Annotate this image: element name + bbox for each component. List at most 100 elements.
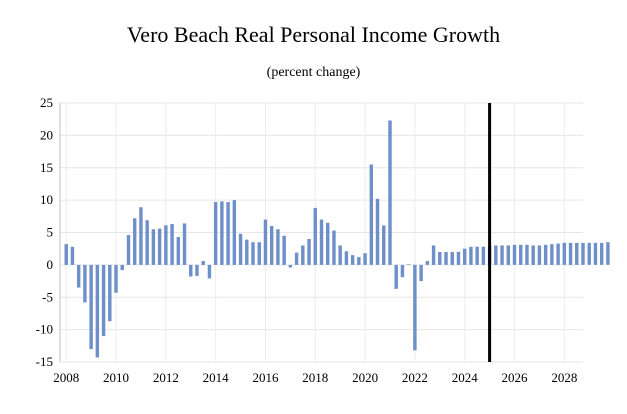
bar	[431, 245, 436, 265]
bar	[189, 264, 193, 277]
bar	[375, 198, 380, 265]
bar	[238, 233, 243, 265]
bar	[133, 218, 137, 265]
bar	[70, 246, 75, 265]
bar	[282, 235, 286, 265]
bar	[313, 207, 317, 265]
bar	[269, 226, 274, 265]
bar	[108, 264, 112, 322]
bar	[350, 255, 355, 265]
bar	[207, 264, 212, 279]
bar	[157, 228, 162, 265]
bar	[182, 223, 187, 265]
bar	[512, 244, 517, 265]
bar	[500, 245, 504, 265]
x-tick-label: 2018	[302, 370, 328, 385]
bar	[519, 244, 523, 265]
x-tick-label: 2014	[203, 370, 230, 385]
bar	[89, 264, 93, 350]
bar	[232, 200, 237, 265]
bar	[245, 239, 249, 265]
chart-subtitle: (percent change)	[266, 65, 361, 80]
x-tick-label: 2016	[252, 370, 279, 385]
y-tick-label: -5	[42, 289, 53, 304]
y-tick-label: 15	[40, 160, 53, 175]
bar	[568, 242, 573, 265]
bar	[537, 245, 542, 265]
chart-title: Vero Beach Real Personal Income Growth	[126, 22, 501, 47]
bar	[220, 201, 224, 265]
x-tick-label: 2008	[53, 370, 79, 385]
bar	[406, 264, 411, 265]
x-tick-label: 2022	[402, 370, 428, 385]
bar	[581, 242, 585, 265]
bar	[213, 202, 218, 265]
bar	[139, 207, 143, 265]
bar	[288, 264, 293, 268]
bar	[550, 244, 554, 265]
bar	[525, 244, 529, 265]
x-tick-label: 2026	[502, 370, 529, 385]
bar	[95, 264, 100, 358]
bar	[481, 246, 486, 265]
bar	[369, 164, 374, 265]
bar	[469, 246, 473, 265]
bar	[575, 242, 579, 265]
bar	[120, 264, 124, 271]
y-tick-label: 20	[40, 127, 53, 142]
bar	[151, 229, 156, 265]
bar	[83, 264, 87, 303]
bar	[251, 242, 255, 265]
bar	[195, 264, 199, 276]
bar	[338, 245, 342, 265]
y-tick-label: 5	[47, 225, 54, 240]
bar	[456, 251, 461, 265]
bar	[494, 245, 498, 265]
bar	[301, 245, 305, 265]
bar	[606, 242, 610, 265]
y-tick-label: 25	[40, 95, 53, 110]
bar	[307, 238, 311, 265]
bar	[64, 244, 68, 265]
bar	[145, 220, 149, 265]
bar	[382, 225, 386, 265]
bar	[599, 242, 604, 265]
bar	[425, 260, 430, 265]
bar	[444, 251, 448, 265]
bar	[201, 260, 205, 265]
bar	[419, 264, 423, 282]
bar	[388, 120, 392, 265]
bar	[344, 251, 349, 265]
bar	[394, 264, 398, 289]
bar	[562, 242, 567, 265]
bar	[332, 230, 336, 265]
bar	[413, 264, 417, 351]
y-tick-label: -10	[36, 322, 53, 337]
x-tick-label: 2012	[153, 370, 179, 385]
bar	[76, 264, 81, 288]
x-tick-label: 2028	[551, 370, 577, 385]
bar	[357, 257, 361, 265]
bar	[400, 264, 405, 278]
bar	[170, 224, 174, 265]
bar	[438, 251, 442, 265]
bar	[587, 242, 591, 265]
bar	[263, 219, 268, 265]
bar	[319, 219, 324, 265]
bar	[475, 246, 479, 265]
bar	[101, 264, 106, 337]
y-tick-label: 0	[47, 257, 54, 272]
y-tick-label: 10	[40, 192, 53, 207]
bar	[257, 242, 261, 265]
bar	[126, 235, 131, 265]
bar	[556, 243, 560, 265]
bar	[462, 248, 467, 265]
bar	[543, 244, 548, 265]
bar	[506, 245, 510, 265]
bar	[176, 237, 181, 265]
bar	[326, 222, 330, 265]
bar	[531, 245, 535, 265]
bar	[114, 264, 118, 293]
bar	[593, 242, 598, 265]
